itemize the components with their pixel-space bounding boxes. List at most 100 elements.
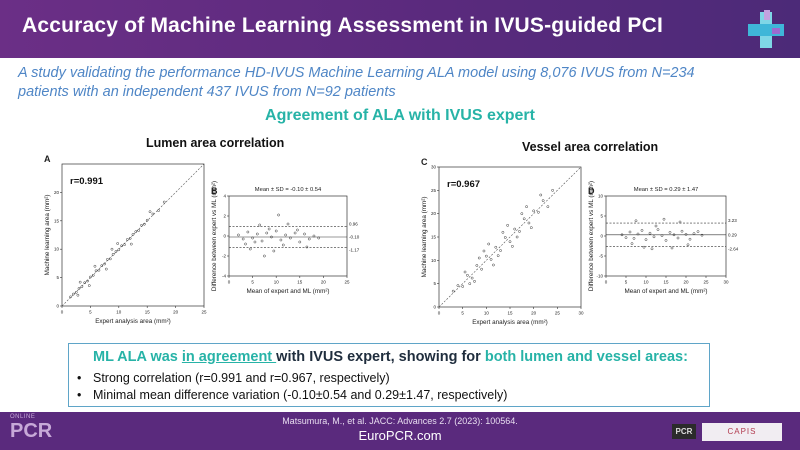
data-point — [489, 258, 493, 261]
data-point — [137, 229, 141, 232]
data-point — [456, 284, 460, 287]
y-tick-label: 10 — [598, 194, 604, 199]
chart-title: Mean ± SD = -0.10 ± 0.54 — [255, 187, 322, 193]
data-point — [86, 279, 89, 283]
data-point — [120, 244, 123, 248]
data-point — [485, 254, 488, 258]
x-tick-label: 20 — [683, 280, 689, 285]
data-point — [662, 217, 666, 221]
data-point — [634, 219, 638, 223]
capis-logo: CAPIS — [702, 423, 782, 441]
data-point — [503, 236, 507, 239]
y-axis-label: Machine learning area (mm²) — [421, 197, 428, 278]
data-point — [117, 248, 121, 252]
data-point — [123, 243, 126, 246]
data-point — [253, 240, 257, 244]
data-point — [293, 231, 297, 235]
data-point — [89, 275, 92, 279]
data-point — [116, 242, 119, 245]
data-point — [525, 205, 528, 208]
x-tick-label: 30 — [723, 280, 729, 285]
summary-headline: ML ALA was in agreement with IVUS expert… — [93, 349, 688, 365]
y-tick-label: -5 — [599, 254, 603, 259]
data-point — [74, 291, 78, 294]
data-point — [106, 258, 109, 261]
data-point — [688, 237, 692, 241]
data-point — [451, 289, 455, 293]
x-tick-label: 20 — [321, 280, 327, 285]
data-point — [148, 210, 152, 214]
y-tick-label: 5 — [600, 214, 603, 219]
data-point — [274, 229, 278, 233]
data-point — [91, 274, 95, 277]
site-link[interactable]: EuroPCR.com — [358, 428, 442, 443]
summary-headline-areas: both lumen and vessel areas: — [484, 349, 688, 365]
data-point — [696, 230, 700, 233]
data-point — [83, 281, 87, 285]
reference-line-label: 0.29 — [728, 232, 737, 237]
x-tick-label: 5 — [251, 280, 254, 285]
y-tick-label: 10 — [431, 258, 437, 263]
pcr-online-small: ONLINE — [10, 414, 36, 420]
data-point — [501, 231, 505, 234]
data-point — [162, 200, 166, 204]
data-point — [258, 223, 262, 227]
data-point — [97, 268, 101, 272]
pcr-online-text: PCR — [10, 420, 53, 442]
header-bar: Accuracy of Machine Learning Assessment … — [0, 0, 800, 58]
data-point — [77, 287, 81, 290]
x-tick-label: 0 — [228, 280, 231, 285]
data-point — [475, 264, 479, 267]
data-point — [111, 252, 115, 256]
data-point — [700, 233, 704, 237]
reference-line-label: -1.17 — [349, 248, 360, 253]
x-tick-label: 10 — [274, 280, 280, 285]
data-point — [518, 230, 521, 233]
plot-frame — [228, 195, 348, 277]
cross-logo-icon — [748, 10, 784, 48]
footer-bar: ONLINE PCR Matsumura, M., et al. JACC: Ad… — [0, 412, 800, 450]
identity-line — [438, 166, 582, 308]
data-point — [520, 212, 524, 215]
data-point — [546, 205, 550, 208]
data-point — [279, 238, 283, 242]
x-tick-label: 20 — [531, 311, 537, 316]
y-tick-label: 0 — [56, 304, 59, 309]
data-point — [508, 240, 512, 243]
y-tick-label: 2 — [223, 214, 226, 219]
data-point — [532, 209, 535, 213]
data-point — [94, 269, 98, 273]
subtitle-line-1: A study validating the performance HD-IV… — [18, 65, 695, 81]
data-point — [305, 245, 309, 249]
plot-frame — [61, 163, 205, 307]
y-axis-label: Difference between expert vs ML (mm²) — [588, 181, 595, 291]
data-point — [100, 264, 104, 267]
data-point — [263, 254, 266, 258]
data-point — [267, 227, 271, 231]
data-point — [134, 230, 138, 233]
y-tick-label: 20 — [54, 190, 60, 195]
data-point — [650, 247, 654, 251]
pcr-logo: PCR — [672, 424, 696, 439]
data-point — [624, 236, 628, 239]
data-point — [248, 247, 252, 251]
data-point — [260, 239, 264, 243]
summary-headline-expert: with IVUS expert — [276, 349, 391, 365]
data-point — [312, 234, 316, 238]
x-tick-label: 15 — [507, 311, 513, 316]
data-point — [642, 245, 646, 249]
data-point — [529, 226, 533, 229]
bullet-icon: • — [77, 371, 82, 385]
data-point — [157, 209, 160, 212]
summary-headline-part1: ML ALA was — [93, 349, 182, 365]
data-point — [692, 232, 696, 235]
x-tick-label: 15 — [145, 310, 151, 315]
data-point — [480, 267, 483, 271]
data-point — [527, 221, 531, 225]
reference-line-label: 3.23 — [728, 218, 737, 223]
data-point — [640, 229, 644, 232]
panel-letter: C — [421, 157, 428, 167]
summary-box: ML ALA was in agreement with IVUS expert… — [68, 343, 710, 407]
data-point — [515, 235, 519, 239]
data-point — [660, 234, 664, 237]
